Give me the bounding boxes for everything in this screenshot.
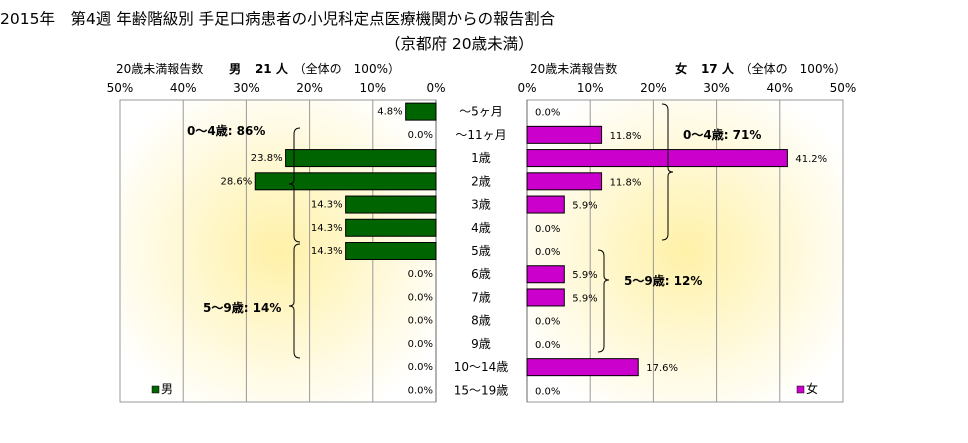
category-label: 9歳	[471, 337, 491, 351]
female-value-label: 5.9%	[572, 270, 597, 281]
female-value-label: 11.8%	[610, 177, 642, 188]
female-value-label: 0.0%	[535, 108, 560, 119]
male-0-4-brace	[288, 127, 301, 243]
female-5-9-brace	[597, 249, 610, 353]
male-bar	[405, 102, 437, 121]
female-x-tick-label: 20%	[640, 81, 667, 95]
female-legend-label: 女	[806, 381, 818, 396]
female-bar	[526, 288, 565, 307]
male-value-label: 23.8%	[251, 153, 283, 164]
male-x-tick-label: 50%	[107, 81, 134, 95]
female-bar	[526, 265, 565, 284]
male-value-label: 0.0%	[408, 130, 433, 141]
male-header-count: 21 人	[254, 62, 288, 76]
female-header-prefix: 20歳未満報告数	[530, 62, 618, 76]
female-value-label: 0.0%	[535, 386, 560, 397]
male-legend-swatch	[151, 385, 160, 394]
male-value-label: 0.0%	[408, 385, 433, 396]
female-value-label: 17.6%	[646, 363, 678, 374]
female-header-count: 17 人	[700, 62, 734, 76]
female-value-label: 11.8%	[610, 131, 642, 142]
male-bar	[285, 149, 437, 168]
male-legend-label: 男	[161, 382, 173, 396]
female-x-tick-label: 30%	[703, 81, 730, 95]
male-0-4-annotation: 0～4歳: 86%	[187, 123, 265, 138]
category-label: 3歳	[471, 198, 491, 212]
female-x-tick-label: 40%	[766, 81, 793, 95]
male-value-label: 0.0%	[408, 292, 433, 303]
male-value-label: 0.0%	[408, 362, 433, 373]
female-bar	[526, 358, 639, 377]
female-value-label: 0.0%	[535, 317, 560, 328]
male-x-tick-label: 30%	[233, 81, 260, 95]
female-value-label: 0.0%	[535, 247, 560, 258]
male-bar	[345, 195, 437, 214]
male-value-label: 28.6%	[220, 176, 252, 187]
category-label: 8歳	[471, 314, 491, 328]
female-bar	[526, 195, 565, 214]
chart-subtitle: （京都府 20歳未満）	[385, 35, 534, 53]
male-value-label: 0.0%	[408, 269, 433, 280]
female-bar	[526, 149, 788, 168]
male-value-label: 4.8%	[377, 107, 402, 118]
female-value-label: 5.9%	[572, 201, 597, 212]
male-header-suffix: （全体の 100%）	[293, 62, 400, 76]
female-header: 20歳未満報告数 女 17 人 （全体の 100%）	[530, 60, 846, 77]
female-5-9-annotation: 5～9歳: 12%	[624, 273, 702, 288]
male-value-label: 0.0%	[408, 316, 433, 327]
category-label: 4歳	[471, 221, 491, 235]
category-label: 10～14歳	[454, 360, 509, 374]
female-x-tick-label: 10%	[577, 81, 604, 95]
category-label: 15～19歳	[454, 383, 509, 397]
female-plot-area	[526, 99, 844, 403]
male-bar	[345, 218, 437, 237]
female-header-suffix: （全体の 100%）	[739, 62, 846, 76]
male-bar	[254, 172, 437, 191]
male-x-tick-label: 20%	[296, 81, 323, 95]
male-header-prefix: 20歳未満報告数	[116, 62, 204, 76]
male-x-tick-label: 10%	[359, 81, 386, 95]
male-header: 20歳未満報告数 男 21 人 （全体の 100%）	[116, 60, 400, 77]
male-x-tick-label: 40%	[170, 81, 197, 95]
female-value-label: 5.9%	[572, 293, 597, 304]
male-bar	[345, 242, 437, 260]
male-header-sex: 男	[229, 62, 242, 76]
chart-title: 2015年 第4週 年齢階級別 手足口病患者の小児科定点医療機関からの報告割合	[0, 10, 556, 28]
category-label: ～11ヶ月	[455, 128, 506, 142]
female-x-tick-label: 0%	[517, 81, 536, 95]
category-label: ～5ヶ月	[459, 105, 503, 119]
male-value-label: 14.3%	[311, 223, 343, 234]
male-5-9-brace	[288, 243, 301, 359]
female-value-label: 0.0%	[535, 224, 560, 235]
female-0-4-brace	[661, 103, 674, 241]
category-label: 6歳	[471, 267, 491, 281]
female-x-tick-label: 50%	[830, 81, 857, 95]
male-value-label: 14.3%	[311, 246, 343, 257]
male-x-tick-label: 0%	[426, 81, 445, 95]
female-0-4-annotation: 0～4歳: 71%	[683, 127, 761, 142]
female-value-label: 0.0%	[535, 340, 560, 351]
category-label: 1歳	[471, 151, 491, 165]
female-header-sex: 女	[675, 62, 688, 76]
category-label: 2歳	[471, 174, 491, 188]
female-legend-swatch	[796, 385, 805, 394]
female-value-label: 41.2%	[795, 154, 827, 165]
female-bar	[526, 172, 603, 191]
male-value-label: 0.0%	[408, 339, 433, 350]
male-value-label: 14.3%	[311, 200, 343, 211]
female-bar	[526, 125, 603, 144]
male-5-9-annotation: 5～9歳: 14%	[203, 300, 281, 315]
category-label: 7歳	[471, 290, 491, 304]
category-label: 5歳	[471, 244, 491, 258]
